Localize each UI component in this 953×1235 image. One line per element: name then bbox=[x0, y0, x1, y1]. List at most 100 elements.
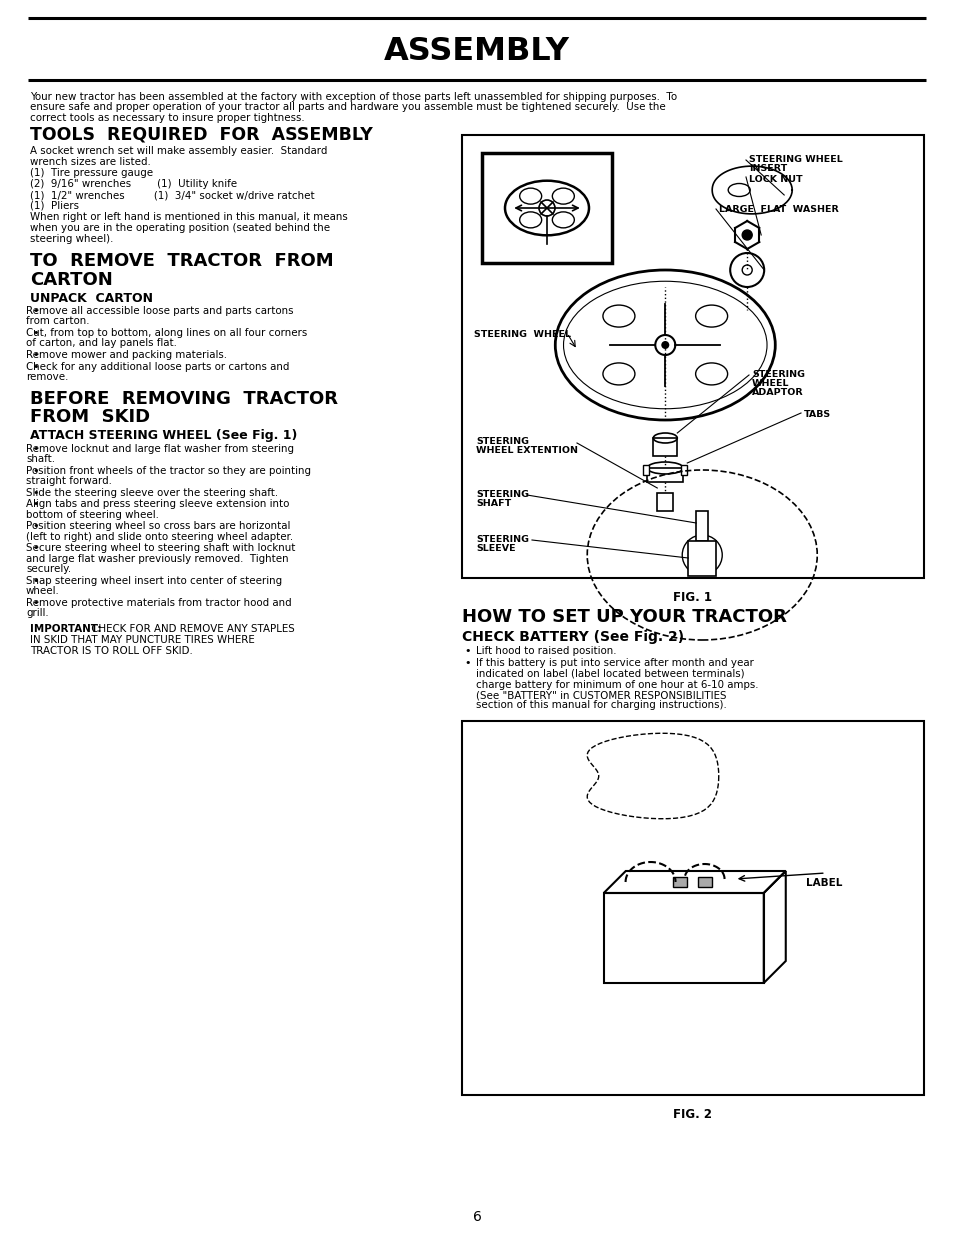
Text: Secure steering wheel to steering shaft with locknut: Secure steering wheel to steering shaft … bbox=[26, 543, 295, 553]
Text: •: • bbox=[32, 443, 38, 453]
Text: •: • bbox=[32, 488, 38, 498]
Text: indicated on label (label located between terminals): indicated on label (label located betwee… bbox=[476, 669, 744, 679]
Bar bbox=[687, 541, 716, 576]
Circle shape bbox=[660, 341, 669, 350]
Bar bbox=[673, 877, 686, 887]
Text: LABEL: LABEL bbox=[805, 878, 841, 888]
Text: LARGE  FLAT  WASHER: LARGE FLAT WASHER bbox=[719, 205, 838, 214]
Text: •: • bbox=[463, 658, 470, 668]
Text: Remove all accessible loose parts and parts cartons: Remove all accessible loose parts and pa… bbox=[26, 306, 294, 316]
Text: CHECK BATTERY (See Fig. 2): CHECK BATTERY (See Fig. 2) bbox=[461, 630, 683, 643]
Text: grill.: grill. bbox=[26, 608, 49, 618]
Text: ATTACH STEERING WHEEL (See Fig. 1): ATTACH STEERING WHEEL (See Fig. 1) bbox=[30, 430, 297, 442]
Text: (1)  1/2" wrenches         (1)  3/4" socket w/drive ratchet: (1) 1/2" wrenches (1) 3/4" socket w/driv… bbox=[30, 190, 314, 200]
Text: (1)  Tire pressure gauge: (1) Tire pressure gauge bbox=[30, 168, 153, 178]
Text: FIG. 2: FIG. 2 bbox=[673, 1108, 712, 1121]
Text: TO  REMOVE  TRACTOR  FROM: TO REMOVE TRACTOR FROM bbox=[30, 252, 334, 270]
Text: •: • bbox=[32, 543, 38, 553]
Text: Slide the steering sleeve over the steering shaft.: Slide the steering sleeve over the steer… bbox=[26, 488, 278, 498]
Text: Your new tractor has been assembled at the factory with exception of those parts: Your new tractor has been assembled at t… bbox=[30, 91, 677, 103]
Text: STEERING: STEERING bbox=[751, 370, 804, 379]
Text: of carton, and lay panels flat.: of carton, and lay panels flat. bbox=[26, 338, 176, 348]
Text: when you are in the operating position (seated behind the: when you are in the operating position (… bbox=[30, 224, 330, 233]
Text: (1)  Pliers: (1) Pliers bbox=[30, 201, 79, 211]
Text: TRACTOR IS TO ROLL OFF SKID.: TRACTOR IS TO ROLL OFF SKID. bbox=[30, 646, 193, 656]
Text: •: • bbox=[32, 499, 38, 509]
Text: •: • bbox=[32, 598, 38, 608]
Text: Cut, from top to bottom, along lines on all four corners: Cut, from top to bottom, along lines on … bbox=[26, 329, 307, 338]
Text: SLEEVE: SLEEVE bbox=[476, 543, 515, 553]
Text: IMPORTANT:: IMPORTANT: bbox=[30, 625, 101, 635]
Text: shaft.: shaft. bbox=[26, 454, 55, 464]
Text: from carton.: from carton. bbox=[26, 316, 90, 326]
Text: LOCK NUT: LOCK NUT bbox=[748, 175, 801, 184]
Text: ASSEMBLY: ASSEMBLY bbox=[384, 37, 569, 68]
Bar bbox=[461, 721, 923, 1095]
Text: CHECK FOR AND REMOVE ANY STAPLES: CHECK FOR AND REMOVE ANY STAPLES bbox=[88, 625, 294, 635]
Text: and large flat washer previously removed.  Tighten: and large flat washer previously removed… bbox=[26, 553, 289, 563]
Bar bbox=[461, 135, 923, 578]
Text: section of this manual for charging instructions).: section of this manual for charging inst… bbox=[476, 700, 726, 710]
Text: •: • bbox=[32, 576, 38, 585]
Text: STEERING: STEERING bbox=[476, 535, 529, 543]
Text: FIG. 1: FIG. 1 bbox=[673, 592, 712, 604]
Text: (2)  9/16" wrenches        (1)  Utility knife: (2) 9/16" wrenches (1) Utility knife bbox=[30, 179, 237, 189]
Bar bbox=[680, 466, 686, 475]
Bar bbox=[481, 153, 612, 263]
Text: TOOLS  REQUIRED  FOR  ASSEMBLY: TOOLS REQUIRED FOR ASSEMBLY bbox=[30, 125, 373, 143]
Text: SHAFT: SHAFT bbox=[476, 499, 511, 508]
Text: •: • bbox=[32, 350, 38, 359]
Bar bbox=[642, 466, 649, 475]
Text: INSERT: INSERT bbox=[748, 164, 786, 173]
Text: If this battery is put into service after month and year: If this battery is put into service afte… bbox=[476, 658, 753, 668]
Text: Lift hood to raised position.: Lift hood to raised position. bbox=[476, 646, 616, 656]
Text: •: • bbox=[32, 362, 38, 372]
Text: WHEEL EXTENTION: WHEEL EXTENTION bbox=[476, 446, 578, 454]
Text: ADAPTOR: ADAPTOR bbox=[751, 388, 802, 396]
Text: Snap steering wheel insert into center of steering: Snap steering wheel insert into center o… bbox=[26, 576, 282, 585]
Text: STEERING: STEERING bbox=[476, 437, 529, 446]
Bar bbox=[696, 511, 707, 541]
Text: ensure safe and proper operation of your tractor all parts and hardware you asse: ensure safe and proper operation of your… bbox=[30, 103, 665, 112]
Text: •: • bbox=[32, 521, 38, 531]
Text: Position steering wheel so cross bars are horizontal: Position steering wheel so cross bars ar… bbox=[26, 521, 290, 531]
Text: straight forward.: straight forward. bbox=[26, 475, 112, 487]
Text: STEERING WHEEL: STEERING WHEEL bbox=[748, 156, 841, 164]
Text: wrench sizes are listed.: wrench sizes are listed. bbox=[30, 157, 151, 167]
Text: bottom of steering wheel.: bottom of steering wheel. bbox=[26, 510, 159, 520]
Text: FROM  SKID: FROM SKID bbox=[30, 409, 150, 426]
Text: BEFORE  REMOVING  TRACTOR: BEFORE REMOVING TRACTOR bbox=[30, 389, 337, 408]
Text: CARTON: CARTON bbox=[30, 270, 112, 289]
Text: charge battery for minimum of one hour at 6-10 amps.: charge battery for minimum of one hour a… bbox=[476, 679, 758, 689]
Text: Position front wheels of the tractor so they are pointing: Position front wheels of the tractor so … bbox=[26, 466, 311, 475]
Text: TABS: TABS bbox=[803, 410, 830, 419]
Bar bbox=[646, 468, 682, 482]
Text: securely.: securely. bbox=[26, 564, 71, 574]
Text: Remove protective materials from tractor hood and: Remove protective materials from tractor… bbox=[26, 598, 292, 608]
Text: wheel.: wheel. bbox=[26, 585, 60, 597]
Text: WHEEL: WHEEL bbox=[751, 379, 789, 388]
Text: •: • bbox=[32, 466, 38, 475]
Text: Remove mower and packing materials.: Remove mower and packing materials. bbox=[26, 350, 227, 359]
Text: •: • bbox=[32, 306, 38, 316]
Text: When right or left hand is mentioned in this manual, it means: When right or left hand is mentioned in … bbox=[30, 212, 348, 222]
Text: IN SKID THAT MAY PUNCTURE TIRES WHERE: IN SKID THAT MAY PUNCTURE TIRES WHERE bbox=[30, 635, 254, 645]
Text: correct tools as necessary to insure proper tightness.: correct tools as necessary to insure pro… bbox=[30, 112, 304, 124]
Bar bbox=[698, 877, 711, 887]
Text: Check for any additional loose parts or cartons and: Check for any additional loose parts or … bbox=[26, 362, 289, 372]
Circle shape bbox=[741, 230, 751, 240]
Text: remove.: remove. bbox=[26, 372, 69, 382]
Bar bbox=[657, 493, 673, 511]
Text: STEERING: STEERING bbox=[476, 490, 529, 499]
Text: Align tabs and press steering sleeve extension into: Align tabs and press steering sleeve ext… bbox=[26, 499, 289, 509]
Text: A socket wrench set will make assembly easier.  Standard: A socket wrench set will make assembly e… bbox=[30, 146, 327, 156]
Text: (See "BATTERY" in CUSTOMER RESPONSIBILITIES: (See "BATTERY" in CUSTOMER RESPONSIBILIT… bbox=[476, 690, 726, 700]
Text: UNPACK  CARTON: UNPACK CARTON bbox=[30, 291, 152, 305]
Text: •: • bbox=[32, 329, 38, 338]
Text: 6: 6 bbox=[472, 1210, 481, 1224]
Bar bbox=[653, 438, 677, 456]
Text: STEERING  WHEEL: STEERING WHEEL bbox=[474, 330, 571, 338]
Text: HOW TO SET UP YOUR TRACTOR: HOW TO SET UP YOUR TRACTOR bbox=[461, 608, 786, 626]
Text: Remove locknut and large flat washer from steering: Remove locknut and large flat washer fro… bbox=[26, 443, 294, 453]
Text: (left to right) and slide onto steering wheel adapter.: (left to right) and slide onto steering … bbox=[26, 531, 293, 541]
